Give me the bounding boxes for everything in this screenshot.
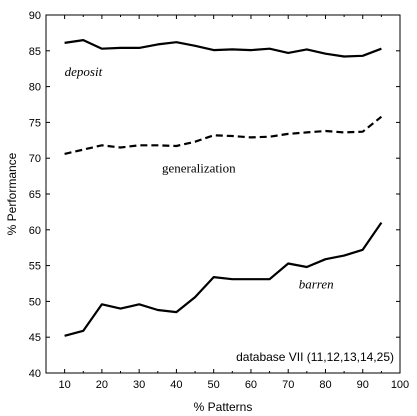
y-axis-label: % Performance — [5, 152, 19, 235]
y-tick-label: 90 — [29, 10, 41, 22]
series-layer — [64, 38, 383, 337]
y-tick-label: 50 — [29, 296, 41, 308]
y-tick-label: 80 — [29, 82, 41, 94]
x-tick-label: 100 — [391, 379, 409, 391]
x-tick-label: 10 — [59, 379, 71, 391]
y-tick-label: 45 — [29, 332, 41, 344]
series-label-barren: barren — [299, 277, 334, 292]
y-tick-label: 85 — [29, 46, 41, 58]
x-tick-label: 60 — [245, 379, 257, 391]
plot-area: 10 20 30 40 50 60 70 80 90 100 40 45 50 55 60 65 70 75 80… — [29, 10, 409, 391]
series-line-generalization — [64, 115, 383, 155]
x-ticks: 10 20 30 40 50 60 70 80 90 100 — [45, 15, 409, 391]
y-tick-label: 40 — [29, 368, 41, 380]
x-tick-label: 40 — [170, 379, 182, 391]
y-tick-label: 75 — [29, 117, 41, 129]
x-tick-label: 80 — [319, 379, 331, 391]
y-tick-label: 55 — [29, 261, 41, 273]
series-label-generalization: generalization — [162, 161, 236, 176]
database-annotation: database VII (11,12,13,14,25) — [236, 350, 394, 364]
x-tick-label: 90 — [357, 379, 369, 391]
series-line-barren — [64, 221, 383, 337]
y-ticks: 40 45 50 55 60 65 70 75 80 85 90 — [29, 10, 400, 380]
series-label-deposit: deposit — [65, 64, 103, 79]
x-axis-label: % Patterns — [194, 400, 253, 414]
y-tick-label: 60 — [29, 225, 41, 237]
x-tick-label: 30 — [133, 379, 145, 391]
y-tick-label: 70 — [29, 153, 41, 165]
x-tick-label: 70 — [282, 379, 294, 391]
x-tick-label: 20 — [96, 379, 108, 391]
x-tick-label: 50 — [208, 379, 220, 391]
y-tick-label: 65 — [29, 189, 41, 201]
series-labels: deposit generalization barren — [65, 64, 334, 292]
series-line-deposit — [64, 38, 382, 58]
